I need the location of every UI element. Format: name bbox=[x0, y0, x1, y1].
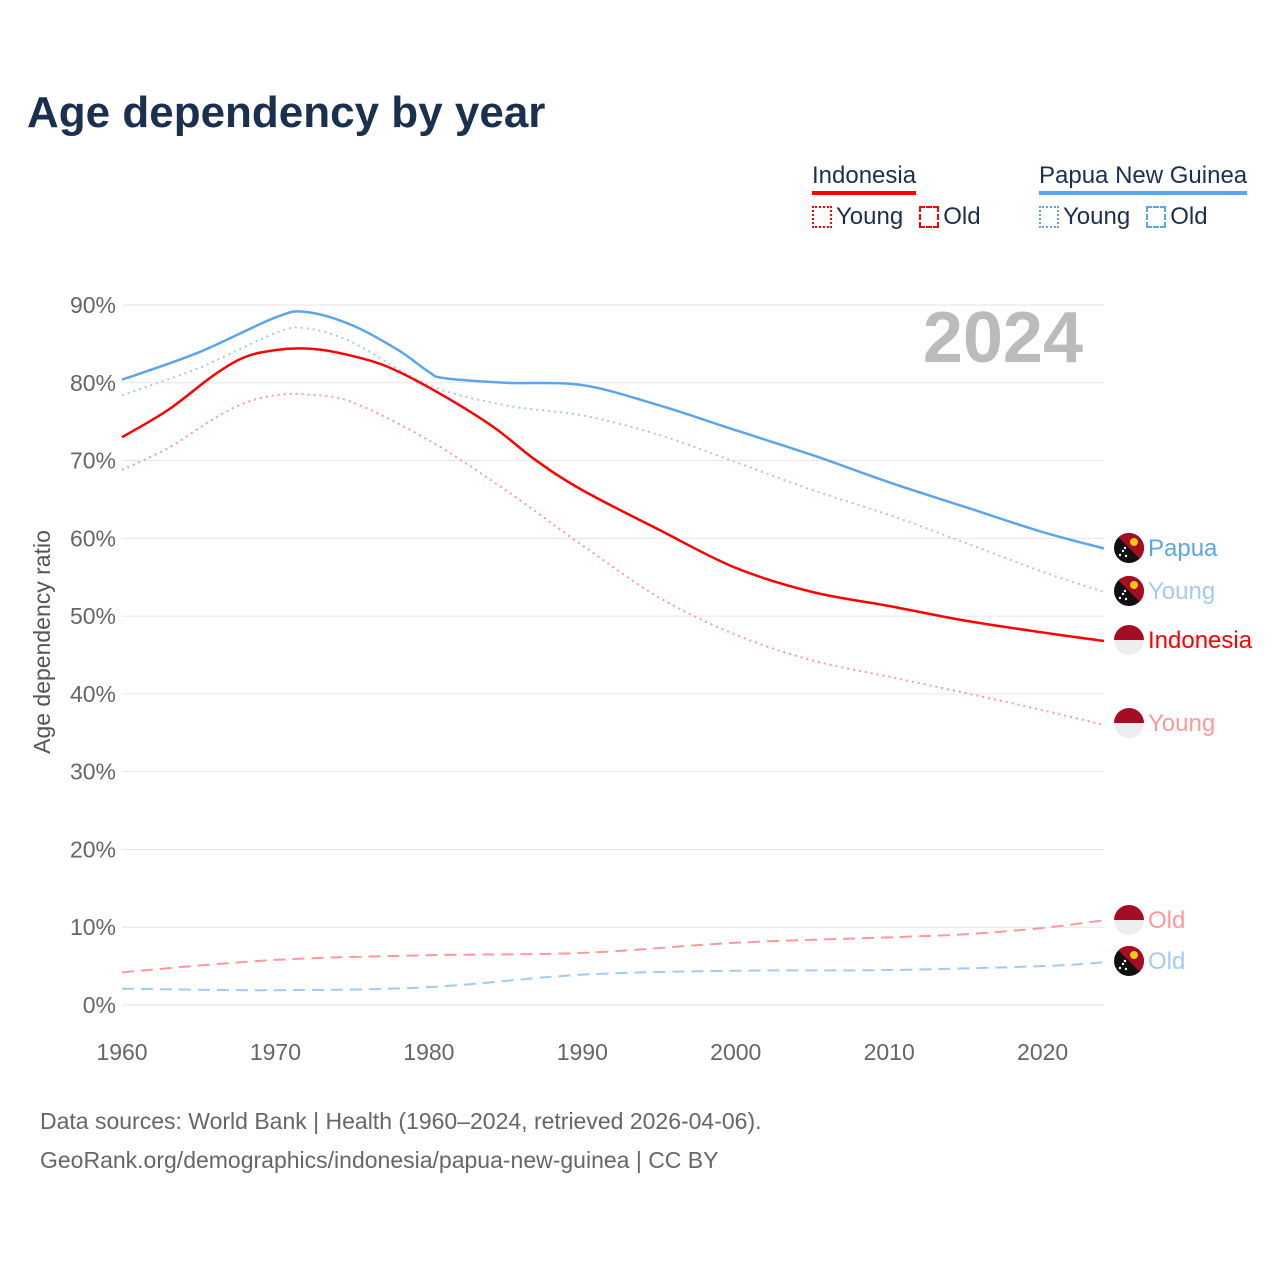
x-tick-label: 2020 bbox=[1017, 1039, 1068, 1065]
y-tick-label: 70% bbox=[70, 448, 116, 474]
legend-indonesia-old: Old bbox=[919, 203, 981, 231]
y-tick-label: 90% bbox=[70, 292, 116, 318]
series-line-papua-new-guinea-total bbox=[121, 310, 1105, 550]
legend-label: Old bbox=[1170, 203, 1208, 230]
dashed-swatch-icon bbox=[1146, 206, 1167, 228]
legend-indonesia-header: Indonesia bbox=[812, 162, 917, 195]
series-end-label: Old bbox=[1148, 907, 1185, 934]
y-tick-label: 40% bbox=[70, 681, 116, 707]
series-end-label: Old bbox=[1148, 948, 1185, 975]
legend-label: Old bbox=[943, 203, 981, 230]
indonesia-flag-icon bbox=[1114, 708, 1144, 738]
legend-label: Young bbox=[836, 203, 904, 230]
chart-title: Age dependency by year bbox=[27, 88, 546, 137]
series-line-indonesia-young bbox=[121, 392, 1105, 726]
x-tick-label: 2000 bbox=[710, 1039, 761, 1065]
series-line-papua-new-guinea-young bbox=[121, 326, 1105, 593]
series-end-label: Indonesia bbox=[1148, 627, 1253, 654]
series-line-indonesia-total bbox=[121, 347, 1105, 643]
x-tick-label: 2010 bbox=[864, 1039, 915, 1065]
y-tick-label: 30% bbox=[70, 759, 116, 785]
legend-png-young: Young bbox=[1039, 203, 1130, 231]
y-tick-label: 20% bbox=[70, 836, 116, 862]
footer-link[interactable]: GeoRank.org/demographics/indonesia/papua… bbox=[40, 1147, 719, 1173]
legend-indonesia: Indonesia Young Old bbox=[812, 162, 981, 231]
y-tick-label: 60% bbox=[70, 525, 116, 551]
indonesia-flag-icon bbox=[1114, 905, 1144, 935]
papua-new-guinea-flag-icon bbox=[1114, 576, 1144, 606]
footer-sources: Data sources: World Bank | Health (1960–… bbox=[40, 1108, 762, 1134]
y-tick-label: 50% bbox=[70, 603, 116, 629]
y-tick-label: 80% bbox=[70, 370, 116, 396]
legend-label: Young bbox=[1063, 203, 1131, 230]
legend-png: Papua New Guinea Young Old bbox=[1039, 162, 1248, 231]
series-line-papua-new-guinea-old bbox=[121, 961, 1105, 992]
y-tick-label: 10% bbox=[70, 914, 116, 940]
y-axis-label: Age dependency ratio bbox=[29, 530, 55, 754]
indonesia-flag-icon bbox=[1114, 625, 1144, 655]
y-tick-label: 0% bbox=[83, 992, 116, 1018]
dotted-swatch-icon bbox=[1039, 206, 1059, 228]
series-line-indonesia-old bbox=[121, 919, 1105, 974]
year-label: 2024 bbox=[923, 298, 1083, 378]
legend-png-header: Papua New Guinea bbox=[1039, 162, 1248, 195]
legend-png-old: Old bbox=[1146, 203, 1208, 231]
series-end-label: Young bbox=[1148, 578, 1215, 605]
papua-new-guinea-flag-icon bbox=[1114, 946, 1144, 976]
legend-indonesia-young: Young bbox=[812, 203, 903, 231]
x-tick-label: 1980 bbox=[403, 1039, 454, 1065]
dashed-swatch-icon bbox=[919, 206, 940, 228]
series-end-label: Young bbox=[1148, 710, 1215, 737]
series-end-label: Papua bbox=[1148, 535, 1218, 562]
x-tick-label: 1990 bbox=[557, 1039, 608, 1065]
papua-new-guinea-flag-icon bbox=[1114, 533, 1144, 563]
dotted-swatch-icon bbox=[812, 206, 832, 228]
x-tick-label: 1970 bbox=[250, 1039, 301, 1065]
x-tick-label: 1960 bbox=[96, 1039, 147, 1065]
